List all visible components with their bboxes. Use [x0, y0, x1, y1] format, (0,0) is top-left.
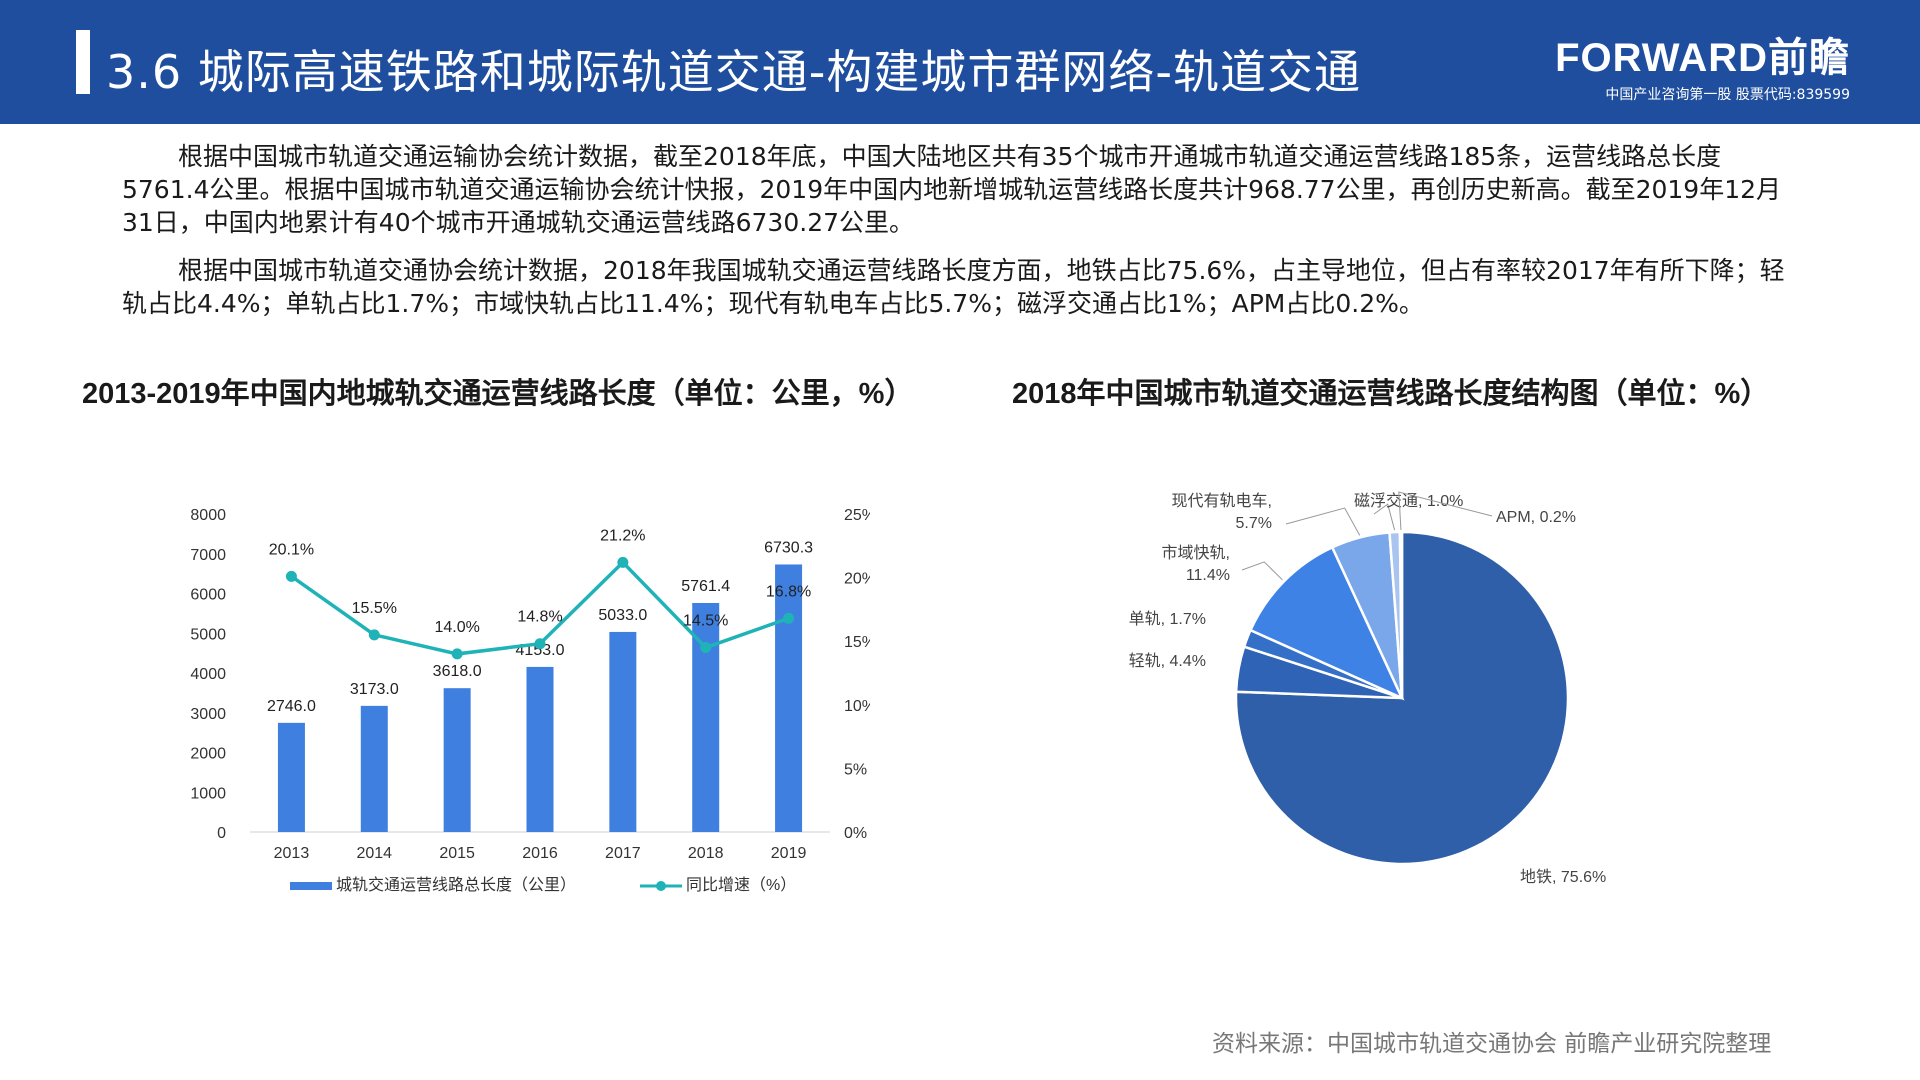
- legend-bar-swatch: [290, 882, 332, 890]
- bar-data-label: 3618.0: [433, 663, 482, 680]
- pie-data-label: APM, 0.2%: [1496, 509, 1576, 526]
- y-left-tick-label: 1000: [190, 785, 226, 802]
- growth-point: [700, 642, 712, 654]
- legend-line-marker: [656, 881, 666, 891]
- bar-data-label: 6730.3: [764, 539, 813, 556]
- growth-point: [534, 638, 546, 650]
- growth-point: [451, 648, 463, 660]
- pie-leader-line: [1398, 491, 1493, 531]
- y-left-tick-label: 2000: [190, 746, 226, 763]
- header-banner: 3.6 城际高速铁路和城际轨道交通-构建城市群网络-轨道交通 FORWARD前瞻…: [0, 0, 1920, 124]
- growth-point: [617, 556, 629, 568]
- y-right-tick-label: 5%: [844, 761, 867, 778]
- y-left-tick-label: 0: [217, 825, 226, 842]
- x-tick-label: 2019: [771, 845, 807, 862]
- bar: [526, 666, 554, 832]
- bar-data-label: 5761.4: [681, 578, 730, 595]
- pie-chart: 地铁, 75.6% 轻轨, 4.4% 单轨, 1.7% 市域快轨, 11.4% 现代有轨电…: [1129, 491, 1606, 886]
- title-accent-bar: [76, 30, 90, 94]
- legend-line-label: 同比增速（%）: [686, 876, 796, 894]
- y-left-tick-label: 8000: [190, 507, 226, 524]
- bar: [360, 705, 388, 832]
- page-title: 3.6 城际高速铁路和城际轨道交通-构建城市群网络-轨道交通: [106, 45, 1361, 99]
- growth-data-label: 14.0%: [434, 619, 479, 636]
- pie-leader-line: [1285, 507, 1361, 536]
- bar: [775, 564, 803, 832]
- x-tick-label: 2018: [688, 845, 724, 862]
- pie-data-label: 磁浮交通, 1.0%: [1354, 492, 1463, 510]
- x-tick-label: 2015: [439, 845, 475, 862]
- y-left-tick-label: 7000: [190, 547, 226, 564]
- y-right-tick-label: 20%: [844, 571, 870, 588]
- pie-leader-line: [1241, 561, 1283, 581]
- bar: [609, 631, 637, 832]
- brand-subtitle: 中国产业咨询第一股 股票代码:839599: [1605, 87, 1850, 103]
- brand-logo: FORWARD前瞻 中国产业咨询第一股 股票代码:839599: [1555, 36, 1850, 104]
- bar-data-label: 2746.0: [267, 698, 316, 715]
- paragraph-1: 根据中国城市轨道交通运输协会统计数据，截至2018年底，中国大陆地区共有35个城…: [122, 142, 1782, 237]
- pie-chart-title: 2018年中国城市轨道交通运营线路长度结构图（单位：%）: [1012, 378, 1770, 410]
- pie-slice-APM: [1398, 530, 1404, 699]
- bar-chart-title: 2013-2019年中国内地城轨交通运营线路长度（单位：公里，%）: [82, 378, 914, 410]
- bar: [443, 688, 471, 832]
- pie-leader-line: [1373, 503, 1396, 531]
- y-left-tick-label: 4000: [190, 666, 226, 683]
- x-tick-label: 2017: [605, 845, 641, 862]
- y-right-tick-label: 15%: [844, 634, 870, 651]
- bar: [277, 722, 305, 832]
- x-tick-label: 2013: [274, 845, 310, 862]
- x-tick-label: 2014: [356, 845, 392, 862]
- growth-point: [368, 629, 380, 641]
- pie-data-label: 现代有轨电车,: [1172, 492, 1272, 510]
- pie-data-label: 轻轨, 4.4%: [1129, 652, 1206, 670]
- y-left-tick-label: 3000: [190, 706, 226, 723]
- pie-slice-地铁: [1234, 530, 1570, 866]
- pie-data-label: 地铁, 75.6%: [1520, 868, 1606, 886]
- y-left-tick-label: 6000: [190, 587, 226, 604]
- source-note: 资料来源：中国城市轨道交通协会 前瞻产业研究院整理: [1212, 1031, 1772, 1057]
- y-left-tick-label: 5000: [190, 626, 226, 643]
- y-right-tick-label: 25%: [844, 507, 870, 524]
- bar-data-label: 5033.0: [598, 607, 647, 624]
- bar: [692, 602, 720, 832]
- growth-point: [285, 570, 297, 582]
- growth-data-label: 21.2%: [600, 527, 645, 544]
- bar-data-label: 3173.0: [350, 681, 399, 698]
- bar-line-chart: 0 1000 2000 3000 4000 5000 6000 7000 8000 0% 5% 10%…: [190, 507, 870, 894]
- y-right-tick-label: 0%: [844, 825, 867, 842]
- growth-data-label: 15.5%: [352, 600, 397, 617]
- pie-data-label: 5.7%: [1236, 515, 1272, 532]
- y-right-tick-label: 10%: [844, 698, 870, 715]
- pie-data-label: 11.4%: [1186, 567, 1230, 584]
- pie-data-label: 单轨, 1.7%: [1129, 610, 1206, 628]
- growth-data-label: 14.8%: [517, 609, 562, 626]
- pie-data-label: 市域快轨,: [1162, 544, 1230, 562]
- growth-data-label: 16.8%: [766, 583, 811, 600]
- x-tick-label: 2016: [522, 845, 558, 862]
- paragraph-2: 根据中国城市轨道交通协会统计数据，2018年我国城轨交通运营线路长度方面，地铁占…: [122, 256, 1785, 318]
- brand-logo-text: FORWARD前瞻: [1555, 36, 1850, 80]
- growth-point: [783, 612, 795, 624]
- pie-slice-市域快轨: [1248, 545, 1405, 701]
- growth-data-label: 20.1%: [269, 541, 314, 558]
- legend-bar-label: 城轨交通运营线路总长度（公里）: [336, 876, 576, 894]
- growth-data-label: 14.5%: [683, 613, 728, 630]
